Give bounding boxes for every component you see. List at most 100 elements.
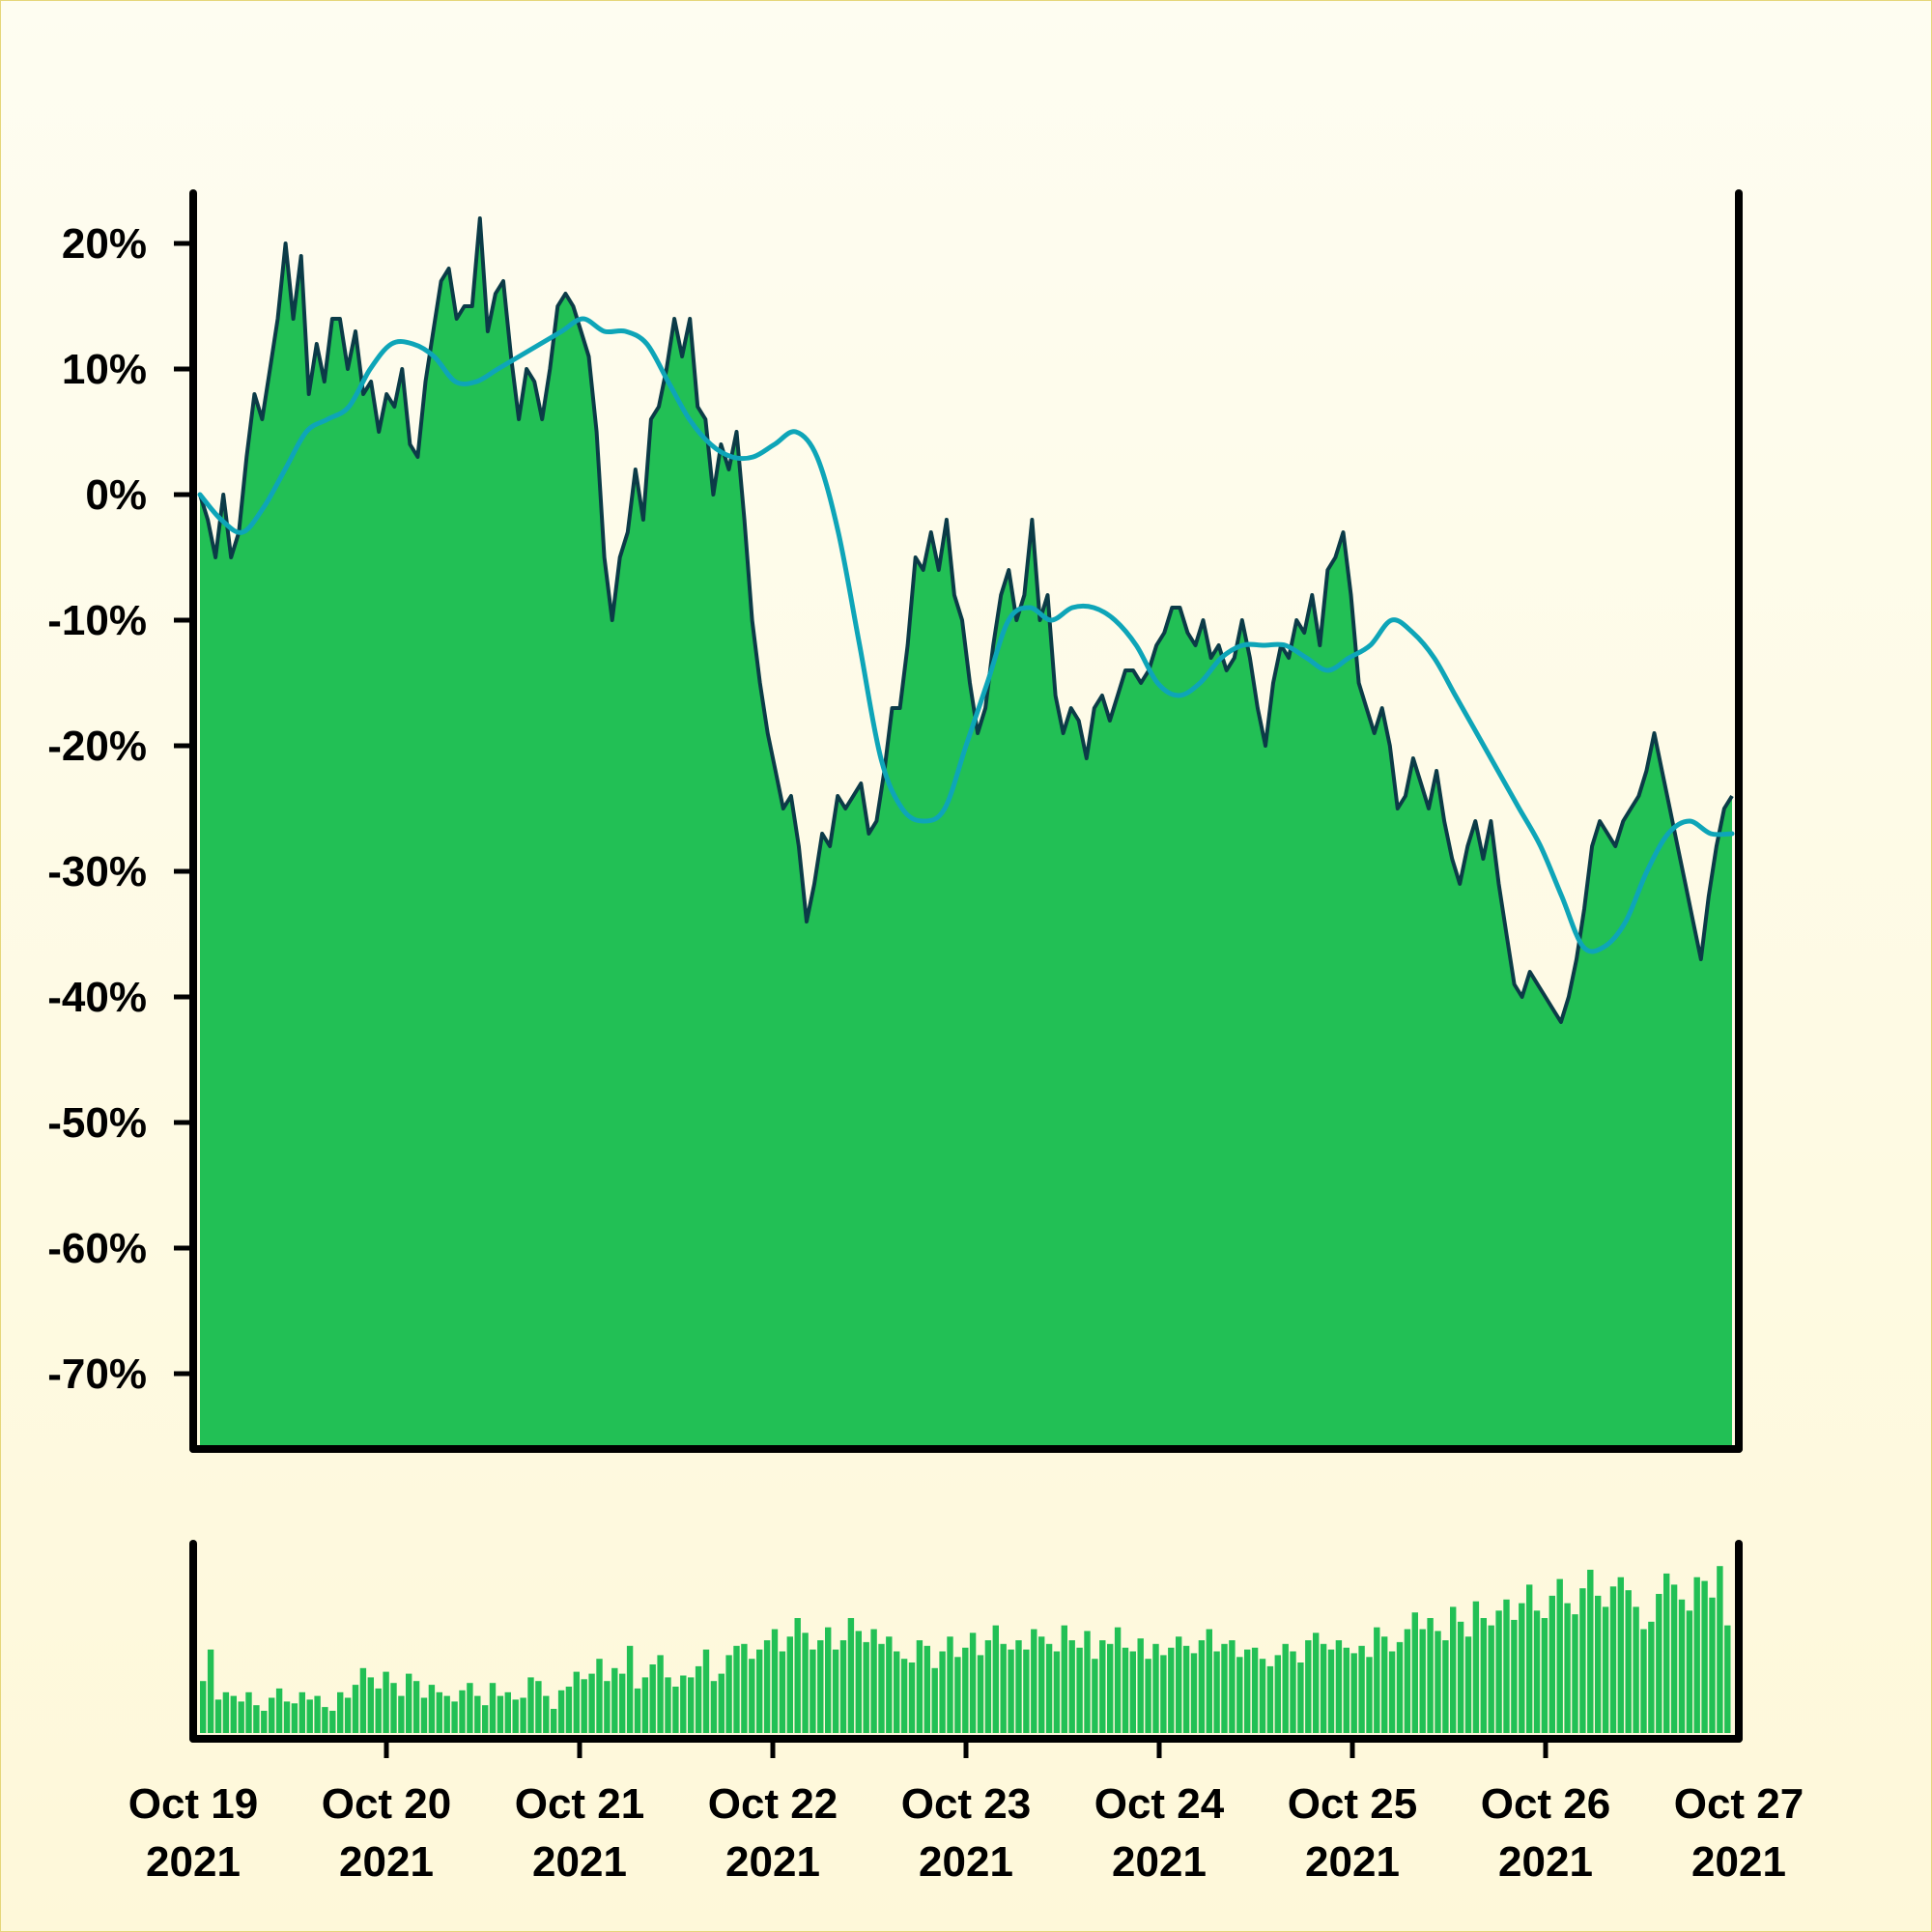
volume-bar: [1404, 1629, 1411, 1733]
volume-bar: [1182, 1645, 1190, 1733]
volume-bar: [794, 1618, 801, 1733]
volume-bar: [1190, 1653, 1198, 1733]
volume-bar: [1092, 1659, 1098, 1733]
volume-bar: [1519, 1603, 1525, 1733]
y-tick-label: 20%: [62, 220, 147, 268]
volume-bar: [497, 1695, 504, 1733]
volume-bar: [306, 1699, 313, 1733]
y-axis-ticks: 20% 10% 0% -10% -20% -30% -40% -50% -60% -70%: [47, 220, 193, 1398]
volume-bar: [1274, 1655, 1281, 1733]
volume-bar: [207, 1649, 214, 1733]
volume-bar: [1327, 1649, 1335, 1733]
volume-bar: [962, 1647, 969, 1733]
x-tick-label-year: 2021: [1112, 1838, 1207, 1886]
volume-bar: [886, 1636, 893, 1733]
volume-bar: [1670, 1584, 1678, 1733]
volume-bar: [1350, 1653, 1357, 1733]
volume-bar: [1419, 1629, 1426, 1733]
volume-bar: [1625, 1590, 1632, 1733]
x-tick-label-date: Oct 20: [322, 1780, 452, 1828]
volume-bar: [352, 1685, 359, 1733]
volume-bar: [1023, 1649, 1030, 1733]
x-tick-label-year: 2021: [1498, 1838, 1593, 1886]
volume-bar: [1678, 1599, 1686, 1733]
volume-bar: [1335, 1640, 1343, 1733]
volume-bar: [847, 1618, 855, 1733]
x-tick-label-year: 2021: [532, 1838, 627, 1886]
volume-bar: [398, 1695, 405, 1733]
volume-bar: [253, 1705, 260, 1733]
volume-bar: [1229, 1640, 1236, 1733]
volume-bar: [1533, 1610, 1541, 1733]
volume-bar: [802, 1633, 809, 1733]
volume-bar: [1015, 1640, 1022, 1733]
volume-bar: [1031, 1629, 1037, 1733]
volume-bar: [1701, 1580, 1708, 1733]
volume-bar: [786, 1636, 793, 1733]
volume-bar: [1374, 1627, 1380, 1733]
volume-bar: [1099, 1640, 1106, 1733]
volume-bar: [680, 1675, 687, 1733]
volume-bar: [1564, 1603, 1571, 1733]
volume-bar: [1266, 1665, 1274, 1733]
volume-bar: [535, 1681, 542, 1733]
volume-bar: [657, 1655, 664, 1733]
volume-bar: [261, 1711, 268, 1733]
volume-bar: [1686, 1610, 1693, 1733]
volume-bar: [1320, 1643, 1327, 1733]
volume-bar: [1114, 1627, 1122, 1733]
volume-bar: [1290, 1651, 1296, 1733]
volume-bar: [375, 1688, 382, 1733]
volume-bar: [543, 1695, 550, 1733]
volume-bar: [314, 1695, 321, 1733]
volume-bar: [756, 1649, 763, 1733]
volume-bar: [275, 1688, 283, 1733]
volume-bar: [604, 1681, 611, 1733]
volume-bar: [779, 1651, 786, 1733]
y-tick-label: -20%: [47, 723, 147, 770]
y-tick-label: -10%: [47, 597, 147, 644]
volume-bar: [451, 1701, 458, 1733]
volume-bar: [1663, 1573, 1670, 1733]
volume-bar: [581, 1679, 587, 1733]
volume-bar: [863, 1641, 869, 1733]
volume-bar: [1556, 1578, 1563, 1733]
volume-bar: [1450, 1606, 1457, 1733]
volume-bar: [1488, 1625, 1494, 1733]
volume-bar: [1176, 1636, 1182, 1733]
volume-bar: [1648, 1621, 1655, 1733]
volume-bar: [1008, 1649, 1014, 1733]
y-tick-label: -70%: [47, 1350, 147, 1398]
volume-bar: [1045, 1643, 1053, 1733]
volume-bar: [238, 1701, 244, 1733]
volume-bar: [1587, 1570, 1594, 1733]
volume-bar: [1411, 1612, 1418, 1733]
volume-bar: [1693, 1577, 1700, 1733]
volume-bar: [749, 1659, 755, 1733]
volume-bar: [916, 1640, 923, 1733]
volume-bar: [1472, 1601, 1480, 1733]
volume-bar: [1427, 1618, 1434, 1733]
volume-bar: [474, 1695, 481, 1733]
volume-bar: [269, 1697, 275, 1733]
volume-bar: [1084, 1631, 1091, 1733]
volume-bar: [1145, 1659, 1151, 1733]
volume-bar: [969, 1633, 977, 1733]
y-tick-label: -50%: [47, 1099, 147, 1147]
volume-bar: [222, 1691, 230, 1733]
volume-bar: [894, 1651, 900, 1733]
volume-bar: [1511, 1619, 1518, 1733]
volume-bar: [839, 1640, 847, 1733]
volume-bar: [367, 1677, 374, 1733]
volume-bar: [702, 1649, 710, 1733]
volume-bar: [1457, 1621, 1464, 1733]
volume-bar: [573, 1671, 580, 1733]
volume-bar: [611, 1667, 618, 1733]
volume-bar: [1435, 1631, 1441, 1733]
volume-bar: [1297, 1662, 1304, 1733]
volume-bar: [763, 1640, 771, 1733]
volume-bar: [459, 1690, 466, 1733]
x-tick-label-year: 2021: [1691, 1838, 1786, 1886]
volume-bar: [1579, 1588, 1586, 1733]
